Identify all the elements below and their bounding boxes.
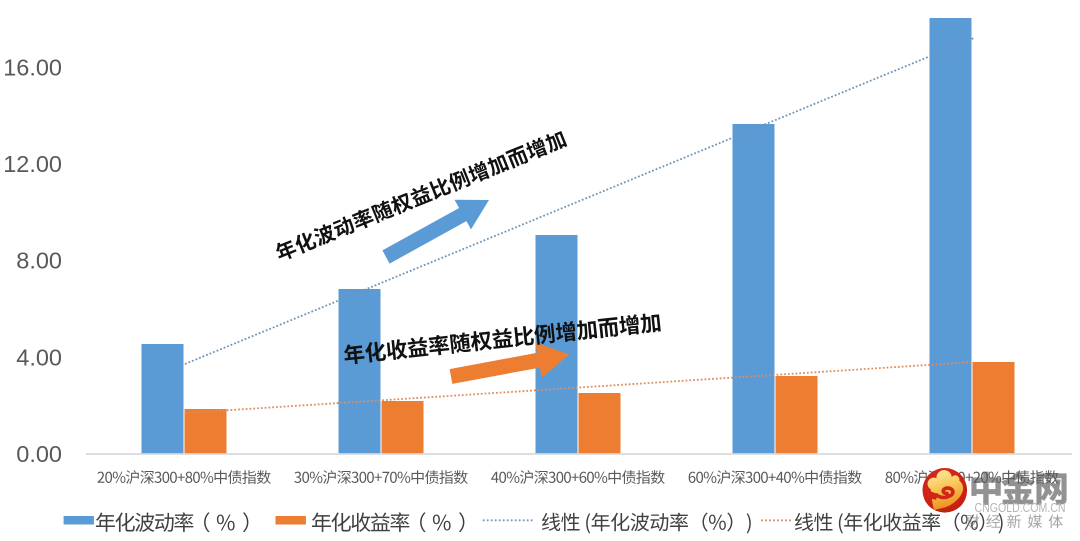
svg-text:0.00: 0.00 [16, 441, 62, 467]
svg-text:8.00: 8.00 [16, 248, 62, 274]
svg-text:16.00: 16.00 [3, 54, 62, 80]
svg-text:CNGOLD.COM.CN: CNGOLD.COM.CN [975, 501, 1066, 515]
svg-text:4.00: 4.00 [16, 344, 62, 370]
svg-text:12.00: 12.00 [3, 151, 62, 177]
